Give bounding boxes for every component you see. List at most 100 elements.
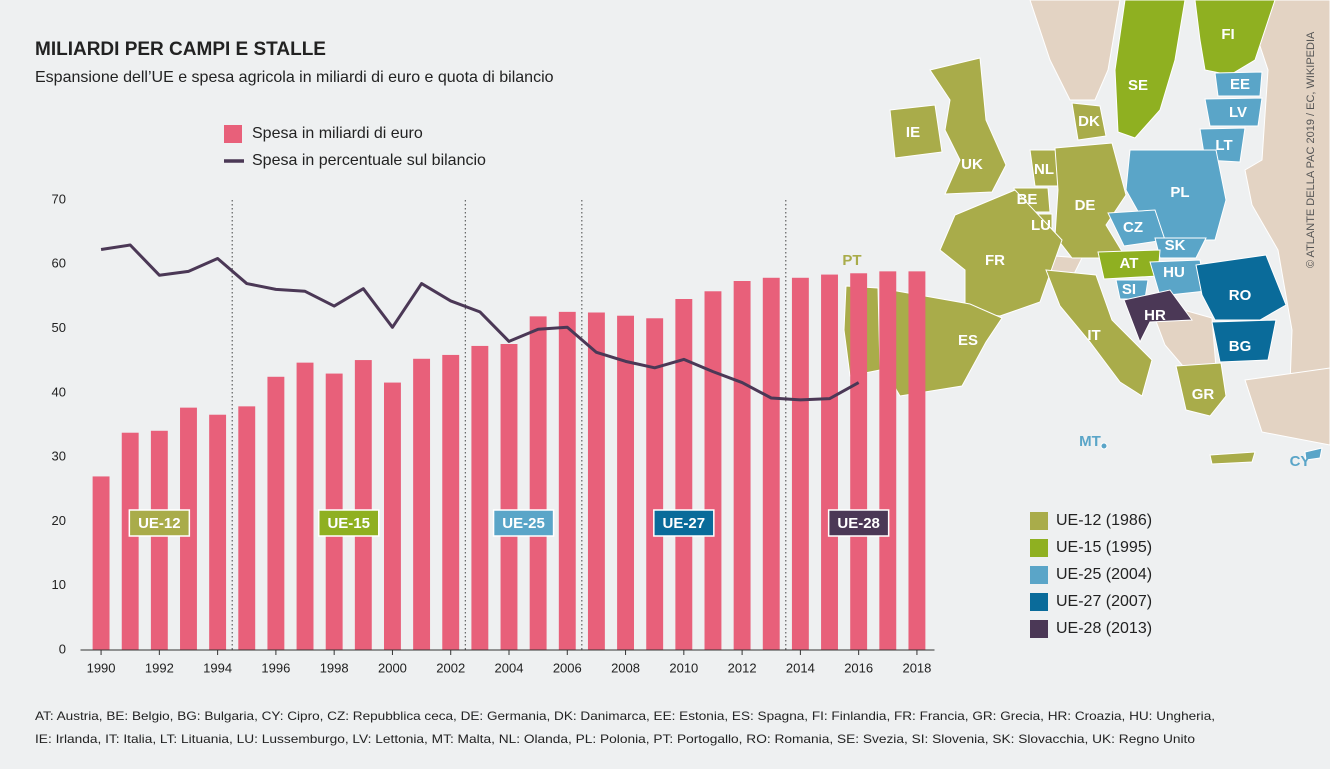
- map-legend-label: UE-25 (2004): [1056, 566, 1152, 583]
- bar: [617, 315, 635, 650]
- country-label: RO: [1229, 287, 1252, 304]
- map-legend-swatch: [1030, 512, 1048, 530]
- country: [1214, 71, 1263, 97]
- bar: [646, 318, 664, 650]
- y-tick-label: 40: [52, 384, 66, 399]
- x-tick-label: 2002: [436, 660, 465, 675]
- bar: [354, 360, 372, 650]
- country-label: EE: [1230, 76, 1250, 93]
- bar: [442, 354, 460, 650]
- x-tick-label: 2014: [786, 660, 815, 675]
- country: [1100, 442, 1108, 450]
- country-label: AT: [1120, 255, 1139, 272]
- country-label: IT: [1087, 327, 1100, 344]
- country: [939, 189, 1063, 317]
- country-label: UK: [961, 156, 983, 173]
- country-label: ES: [958, 332, 978, 349]
- x-tick-label: 2008: [611, 660, 640, 675]
- country-label: SE: [1128, 77, 1148, 94]
- country: [1123, 289, 1193, 344]
- bar: [383, 382, 401, 650]
- country-label: GR: [1192, 386, 1215, 403]
- country-label: CZ: [1123, 219, 1143, 236]
- y-tick-label: 20: [52, 513, 66, 528]
- x-tick-label: 1998: [320, 660, 349, 675]
- bar: [850, 273, 868, 650]
- x-tick-label: 1996: [261, 660, 290, 675]
- era-badge: [492, 509, 555, 537]
- y-tick-label: 60: [52, 256, 66, 271]
- chart-subtitle: Espansione dell’UE e spesa agricola in m…: [35, 69, 554, 86]
- bar: [675, 299, 693, 650]
- country: [1209, 451, 1256, 465]
- legend-swatch: [224, 125, 242, 143]
- country-label: MT: [1079, 433, 1101, 450]
- bar: [558, 311, 576, 650]
- country-label: NL: [1034, 161, 1054, 178]
- era-label: UE-12: [138, 515, 181, 532]
- x-tick-label: 2006: [553, 660, 582, 675]
- map-legend-swatch: [1030, 593, 1048, 611]
- x-tick-label: 2018: [902, 660, 931, 675]
- country: [1071, 102, 1107, 141]
- x-tick-label: 1992: [145, 660, 174, 675]
- country-label: DK: [1078, 113, 1100, 130]
- bar: [150, 430, 168, 650]
- country-label: FI: [1221, 26, 1234, 43]
- era-badge: [317, 509, 380, 537]
- map-legend-label: UE-15 (1995): [1056, 539, 1152, 556]
- legend-label: Spesa in miliardi di euro: [252, 125, 423, 142]
- bar: [238, 406, 256, 650]
- map-legend-swatch: [1030, 539, 1048, 557]
- bar: [908, 271, 926, 650]
- non-eu-land: [1029, 0, 1121, 101]
- country: [1114, 0, 1186, 139]
- era-badge: [128, 509, 191, 537]
- bar: [704, 291, 722, 650]
- footnote: AT: Austria, BE: Belgio, BG: Bulgaria, C…: [35, 709, 1215, 723]
- country: [1175, 362, 1227, 417]
- map-legend-swatch: [1030, 566, 1048, 584]
- bar: [209, 414, 227, 650]
- bar: [733, 281, 751, 650]
- chart: 0 10 20 30 40 50 60 70 1990 1992 1994 1996 1998 2000 2…: [52, 191, 935, 675]
- era-label: UE-28: [837, 515, 880, 532]
- country-label: CY: [1290, 453, 1311, 470]
- bar: [413, 358, 431, 650]
- chart-title: MILIARDI PER CAMPI E STALLE: [35, 39, 326, 60]
- y-tick-label: 50: [52, 320, 66, 335]
- bar: [762, 277, 780, 650]
- map-legend-label: UE-12 (1986): [1056, 512, 1152, 529]
- map-legend-swatch: [1030, 620, 1048, 638]
- bar: [267, 376, 285, 650]
- line: [100, 243, 860, 402]
- country: [1211, 319, 1277, 363]
- bar: [121, 432, 139, 650]
- era-label: UE-27: [663, 515, 706, 532]
- bar: [587, 312, 605, 650]
- map-legend-label: UE-27 (2007): [1056, 593, 1152, 610]
- x-tick-label: 1990: [87, 660, 116, 675]
- country-label: SI: [1122, 281, 1136, 298]
- bar: [791, 277, 809, 650]
- era-label: UE-25: [502, 515, 545, 532]
- y-tick-label: 70: [52, 191, 66, 206]
- x-tick-label: 2010: [669, 660, 698, 675]
- era-label: UE-15: [327, 515, 370, 532]
- country-label: BG: [1229, 338, 1252, 355]
- y-tick-label: 0: [59, 641, 66, 656]
- country: [1304, 447, 1323, 461]
- country-label: HU: [1163, 264, 1185, 281]
- country: [1045, 269, 1153, 397]
- bar: [471, 345, 489, 650]
- country-label: PT: [842, 252, 861, 269]
- country-label: LU: [1031, 217, 1051, 234]
- footnote: IE: Irlanda, IT: Italia, LT: Lituania, L…: [35, 732, 1195, 746]
- source: © ATLANTE DELLA PAC 2019 / EC, WIKIPEDIA: [1305, 31, 1317, 268]
- x-tick-label: 1994: [203, 660, 232, 675]
- country-label: DE: [1075, 197, 1096, 214]
- country: [929, 57, 1007, 195]
- era-badge: [653, 509, 715, 537]
- x-tick-label: 2016: [844, 660, 873, 675]
- x-tick-label: 2000: [378, 660, 407, 675]
